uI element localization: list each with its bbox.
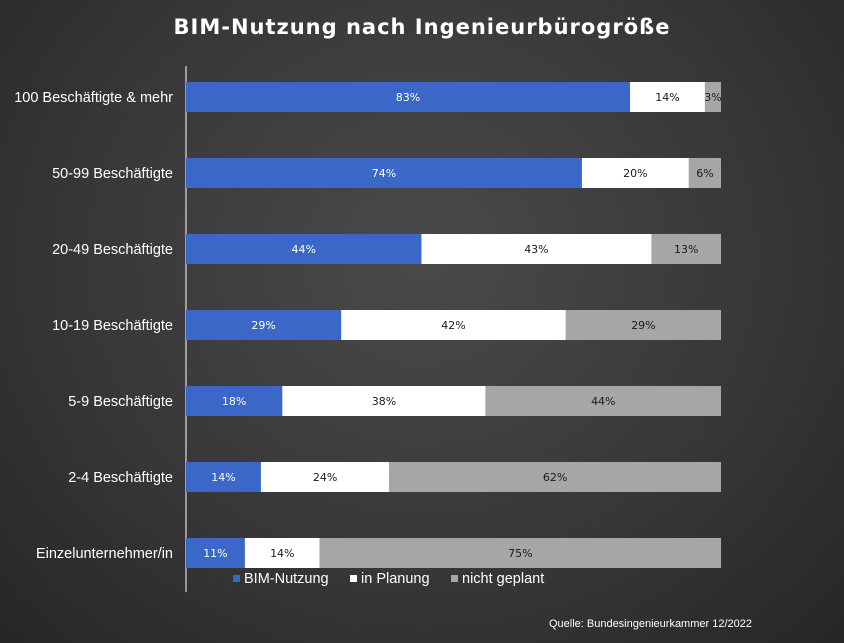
bar-segment (421, 234, 652, 264)
bar-segment (485, 386, 721, 416)
data-label: 18% (222, 395, 246, 408)
bar-segment (186, 158, 582, 188)
legend-entry: in Planung (361, 571, 430, 587)
legend: BIM-Nutzung in Planung nicht geplant (233, 571, 544, 587)
bar-segment (186, 82, 631, 112)
data-label: 42% (441, 319, 465, 332)
data-label: 29% (251, 319, 275, 332)
bar-segment (186, 462, 261, 492)
category-tick-label: Einzelunternehmer/in (36, 546, 173, 562)
legend-swatch (451, 575, 458, 582)
category-tick-label: 100 Beschäftigte & mehr (14, 90, 173, 106)
bar-segment (186, 538, 245, 568)
bar-segment (565, 310, 721, 340)
source-note: Quelle: Bundesingenieurkammer 12/2022 (549, 618, 752, 630)
data-label: 6% (696, 167, 713, 180)
bar-segment (581, 158, 689, 188)
bar-segment (186, 386, 283, 416)
legend-entry: BIM-Nutzung (244, 571, 329, 587)
bar-segment (186, 234, 422, 264)
bar-segment (651, 234, 721, 264)
bar-segment (282, 386, 486, 416)
bar-segment (704, 82, 721, 112)
category-labels: 100 Beschäftigte & mehr 50-99 Beschäftigt… (14, 90, 173, 562)
data-label: 43% (524, 243, 548, 256)
data-label: 14% (211, 471, 235, 484)
bar-segment (389, 462, 721, 492)
data-label: 44% (591, 395, 615, 408)
data-label: 38% (372, 395, 396, 408)
category-tick-label: 2-4 Beschäftigte (68, 470, 173, 486)
data-label: 13% (674, 243, 698, 256)
bars-group: 83% 14% 3% 74% 20% 6% 44% 43% 13% 29% 42% 29% 18% 38%… (186, 82, 722, 568)
bar-segment (260, 462, 390, 492)
category-tick-label: 5-9 Beschäftigte (68, 394, 173, 410)
legend-swatch (350, 575, 357, 582)
bar-segment (630, 82, 705, 112)
data-label: 14% (270, 547, 294, 560)
data-label: 44% (291, 243, 315, 256)
bar-segment (186, 310, 342, 340)
legend-swatch (233, 575, 240, 582)
category-tick-label: 10-19 Beschäftigte (52, 318, 173, 334)
data-label: 75% (508, 547, 532, 560)
bar-segment (688, 158, 721, 188)
data-label: 3% (704, 91, 721, 104)
data-label: 11% (203, 547, 227, 560)
data-label: 62% (543, 471, 567, 484)
data-label: 29% (631, 319, 655, 332)
chart-title: BIM-Nutzung nach Ingenieurbürogröße (174, 15, 671, 39)
bar-segment (319, 538, 721, 568)
data-label: 14% (655, 91, 679, 104)
data-label: 83% (396, 91, 420, 104)
category-tick-label: 50-99 Beschäftigte (52, 166, 173, 182)
bar-segment (341, 310, 566, 340)
data-label: 24% (313, 471, 337, 484)
category-tick-label: 20-49 Beschäftigte (52, 242, 173, 258)
bar-segment (244, 538, 320, 568)
legend-entry: nicht geplant (462, 571, 544, 587)
data-label: 74% (372, 167, 396, 180)
data-label: 20% (623, 167, 647, 180)
